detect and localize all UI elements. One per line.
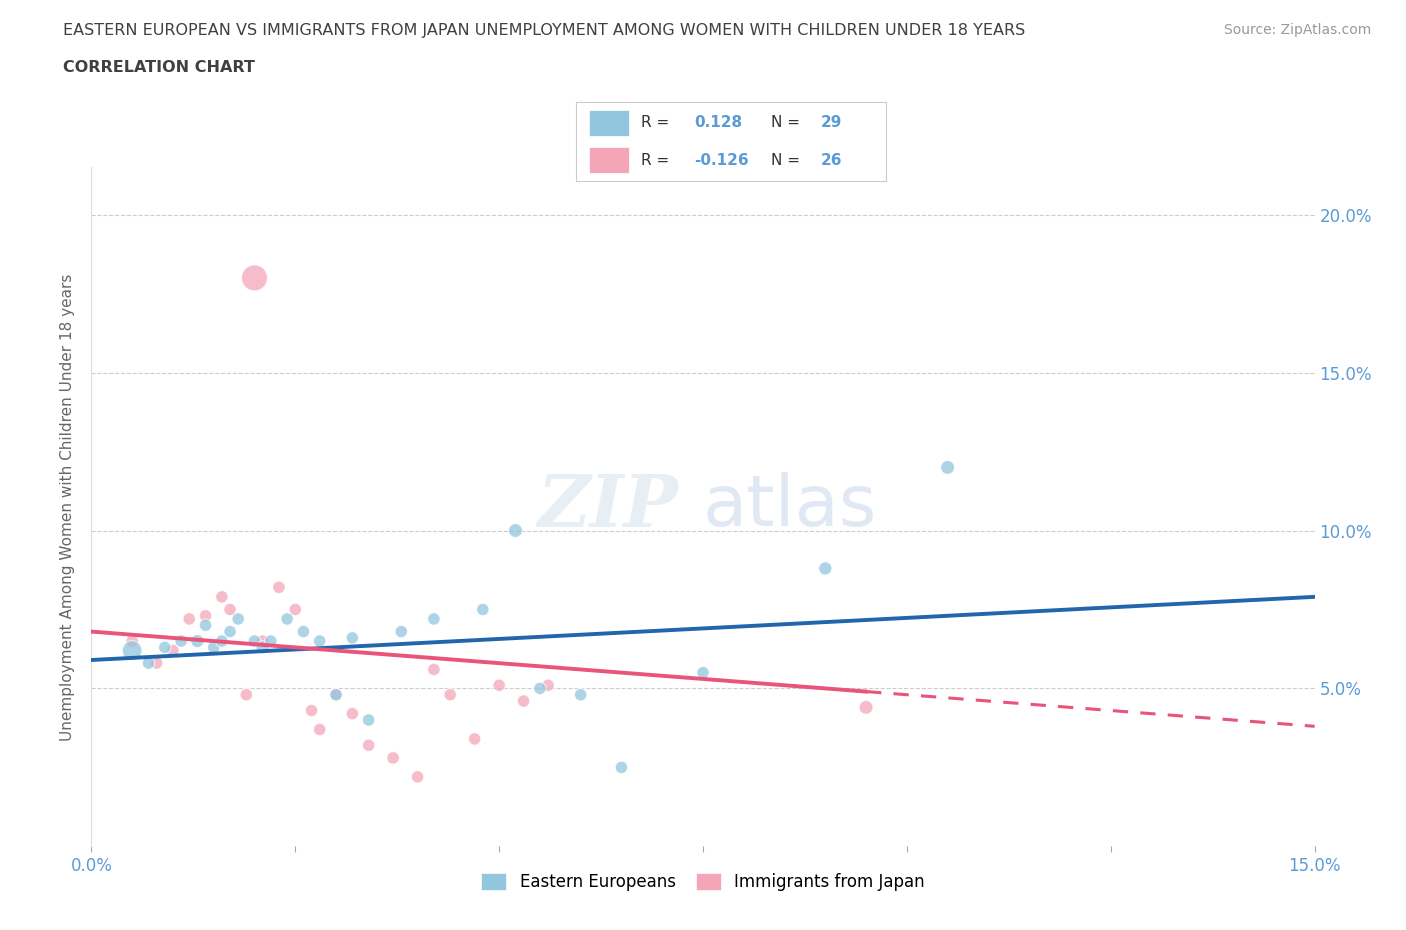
Point: [219, 602, 242, 617]
Point: [153, 640, 176, 655]
Point: [325, 687, 347, 702]
Point: [252, 640, 274, 655]
Point: [936, 460, 959, 475]
Point: [138, 656, 160, 671]
Point: [243, 271, 266, 286]
Point: [211, 633, 233, 648]
Point: [505, 523, 527, 538]
Point: [202, 640, 225, 655]
Text: EASTERN EUROPEAN VS IMMIGRANTS FROM JAPAN UNEMPLOYMENT AMONG WOMEN WITH CHILDREN: EASTERN EUROPEAN VS IMMIGRANTS FROM JAPA…: [63, 23, 1025, 38]
Point: [308, 633, 330, 648]
Point: [301, 703, 323, 718]
Text: -0.126: -0.126: [695, 153, 748, 167]
Point: [121, 633, 143, 648]
Y-axis label: Unemployment Among Women with Children Under 18 years: Unemployment Among Women with Children U…: [60, 273, 76, 740]
Point: [284, 602, 307, 617]
Bar: [589, 147, 628, 174]
Point: [170, 633, 193, 648]
Point: [529, 681, 551, 696]
Point: [194, 608, 217, 623]
Point: [276, 612, 298, 627]
Text: R =: R =: [641, 153, 669, 167]
Point: [121, 643, 143, 658]
Point: [814, 561, 837, 576]
Bar: [589, 110, 628, 137]
Point: [423, 612, 446, 627]
Text: CORRELATION CHART: CORRELATION CHART: [63, 60, 254, 75]
Point: [406, 769, 429, 784]
Text: 0.128: 0.128: [695, 115, 742, 130]
Point: [267, 580, 290, 595]
Point: [464, 732, 486, 747]
Text: R =: R =: [641, 115, 669, 130]
Point: [145, 656, 167, 671]
Point: [342, 706, 364, 721]
Text: N =: N =: [772, 153, 800, 167]
Point: [357, 737, 380, 752]
Point: [211, 590, 233, 604]
Point: [471, 602, 494, 617]
Text: ZIP: ZIP: [537, 472, 679, 542]
Point: [260, 633, 283, 648]
Point: [423, 662, 446, 677]
Point: [512, 694, 534, 709]
Point: [292, 624, 315, 639]
Point: [243, 633, 266, 648]
Point: [325, 687, 347, 702]
Point: [537, 678, 560, 693]
Text: Source: ZipAtlas.com: Source: ZipAtlas.com: [1223, 23, 1371, 37]
Point: [186, 633, 208, 648]
Point: [179, 612, 201, 627]
Point: [308, 722, 330, 737]
Point: [569, 687, 592, 702]
Point: [439, 687, 461, 702]
Text: 26: 26: [821, 153, 842, 167]
Point: [226, 612, 249, 627]
Point: [389, 624, 412, 639]
Point: [855, 700, 877, 715]
Text: N =: N =: [772, 115, 800, 130]
Legend: Eastern Europeans, Immigrants from Japan: Eastern Europeans, Immigrants from Japan: [472, 864, 934, 899]
Point: [252, 633, 274, 648]
Text: atlas: atlas: [703, 472, 877, 541]
Point: [692, 665, 714, 680]
Point: [610, 760, 633, 775]
Point: [357, 712, 380, 727]
Point: [194, 618, 217, 632]
Point: [162, 643, 184, 658]
Point: [342, 631, 364, 645]
Point: [219, 624, 242, 639]
Point: [382, 751, 405, 765]
Text: 29: 29: [821, 115, 842, 130]
Point: [488, 678, 510, 693]
Point: [235, 687, 257, 702]
